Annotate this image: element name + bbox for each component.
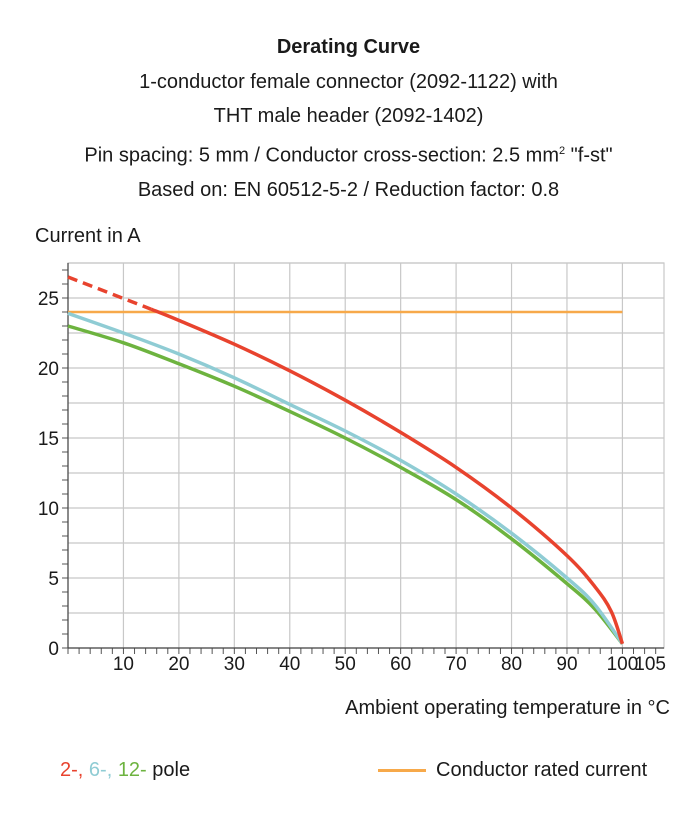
y-tick-label: 5 [48, 569, 59, 590]
chart-subtitle-line1: 1-conductor female connector (2092-1122)… [139, 70, 558, 93]
y-tick-label: 15 [38, 429, 59, 450]
x-tick-label: 70 [446, 654, 467, 675]
y-axis-label: Current in A [35, 225, 141, 247]
x-tick-label: 30 [224, 654, 245, 675]
legend-pole-2: 2-, [60, 759, 84, 781]
x-tick-label: 105 [634, 654, 666, 675]
series-line-2-pole [150, 307, 625, 645]
chart-subtitle-line4: Based on: EN 60512-5-2 / Reduction facto… [137, 178, 560, 201]
x-tick-label: 90 [556, 654, 577, 675]
x-tick-label: 60 [390, 654, 411, 675]
x-axis-label: Ambient operating temperature in °C [345, 697, 670, 719]
chart-title: Derating Curve [276, 36, 421, 58]
chart-subtitle-line2: THT male header (2092-1402) [213, 105, 484, 127]
legend-rated-current-label: Conductor rated current [436, 759, 648, 781]
legend-pole-suffix: pole [152, 759, 191, 781]
series-line-2-pole-dashed [67, 275, 152, 311]
legend-pole-12: 12- [117, 759, 147, 781]
y-tick-label: 20 [38, 359, 59, 380]
chart-subtitle-line3: Pin spacing: 5 mm / Conductor cross-sect… [0, 134, 697, 173]
x-tick-label: 20 [168, 654, 189, 675]
x-tick-label: 100 [607, 654, 639, 675]
series-line-12-pole [67, 324, 624, 645]
subtitle-line3-sup: 2 [558, 144, 566, 157]
legend-poles: 2-, 6-, 12- pole [60, 759, 190, 782]
subtitle-line3-pre: Pin spacing: 5 mm / Conductor cross-sect… [84, 144, 559, 167]
legend-rated-current: Conductor rated current [378, 759, 647, 782]
y-tick-label: 10 [38, 499, 59, 520]
x-tick-label: 80 [501, 654, 522, 675]
legend-pole-6: 6-, [88, 759, 113, 781]
x-tick-label: 10 [113, 654, 134, 675]
subtitle-line3-post: "f-st" [565, 144, 613, 167]
x-tick-label: 40 [279, 654, 300, 675]
legend-rated-current-swatch [378, 769, 426, 772]
y-tick-label: 25 [38, 289, 59, 310]
y-tick-label: 0 [48, 639, 59, 660]
chart-header: Derating Curve 1-conductor female connec… [0, 30, 697, 207]
x-tick-label: 50 [335, 654, 356, 675]
series-line-6-pole [67, 311, 624, 645]
